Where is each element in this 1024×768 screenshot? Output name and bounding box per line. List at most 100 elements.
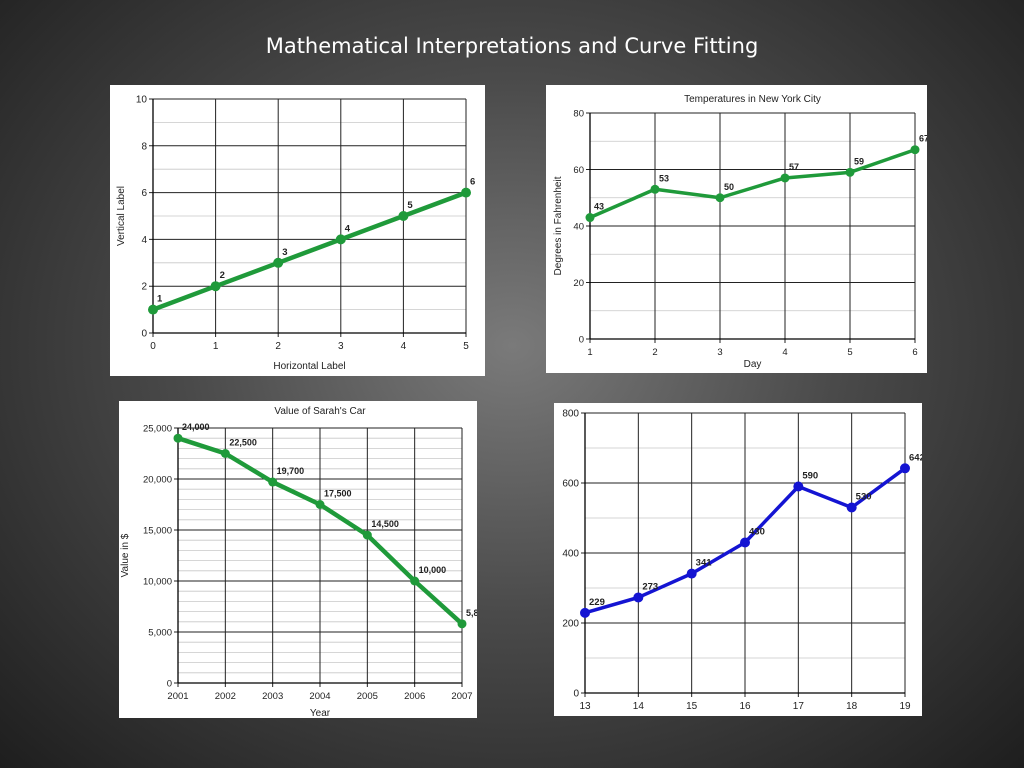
- data-point: [220, 449, 230, 458]
- x-tick-label: 13: [579, 701, 591, 712]
- y-tick-label: 0: [579, 335, 584, 346]
- y-tick-label: 40: [573, 222, 584, 233]
- data-point: [650, 184, 660, 194]
- y-tick-label: 20: [573, 278, 584, 289]
- x-tick-label: 5: [463, 341, 469, 352]
- data-label: 67: [919, 134, 927, 144]
- data-label: 6: [470, 177, 475, 188]
- data-label: 17,500: [324, 489, 352, 499]
- y-tick-label: 2: [141, 282, 147, 293]
- data-point: [780, 173, 790, 183]
- chart-title: Temperatures in New York City: [684, 94, 821, 105]
- data-label: 430: [749, 527, 765, 538]
- data-point: [585, 213, 595, 223]
- data-label: 590: [802, 471, 818, 482]
- x-tick-label: 2005: [357, 691, 378, 702]
- y-tick-label: 800: [562, 409, 579, 420]
- data-label: 24,000: [182, 422, 210, 432]
- data-label: 273: [642, 581, 658, 592]
- data-point: [580, 607, 590, 618]
- data-label: 341: [696, 558, 713, 569]
- data-label: 5: [407, 200, 413, 211]
- y-tick-label: 400: [562, 549, 579, 560]
- x-tick-label: 16: [739, 701, 751, 712]
- x-tick-label: 17: [793, 701, 805, 712]
- data-point: [210, 281, 221, 292]
- x-tick-label: 2: [652, 347, 657, 358]
- data-label: 642: [909, 452, 922, 463]
- x-tick-label: 0: [150, 341, 156, 352]
- y-tick-label: 60: [573, 165, 584, 176]
- data-label: 530: [856, 492, 872, 503]
- x-axis-label: Day: [744, 359, 762, 370]
- data-label: 3: [282, 247, 287, 258]
- x-tick-label: 2: [275, 341, 281, 352]
- y-tick-label: 25,000: [143, 424, 172, 435]
- x-tick-label: 19: [899, 701, 911, 712]
- chart-blue-series: 0 200 400 600 800 13 14 15 16 17 18 19 229 273 341 430 5…: [562, 409, 922, 713]
- data-point: [148, 304, 158, 315]
- x-tick-label: 2006: [404, 691, 425, 702]
- x-tick-label: 2007: [451, 691, 472, 702]
- series-line: [152, 190, 467, 312]
- chart-title: Value of Sarah's Car: [274, 406, 366, 417]
- y-tick-label: 15,000: [143, 526, 172, 537]
- data-label: 50: [724, 182, 734, 192]
- chart-temperatures: 0 20 40 60 80 1 2 3 4 5 6 Temperatures in New York …: [553, 94, 927, 370]
- x-axis-label: Year: [310, 708, 331, 718]
- data-point: [173, 433, 183, 443]
- y-tick-label: 0: [167, 679, 172, 690]
- data-point: [910, 145, 920, 155]
- x-tick-label: 4: [401, 341, 407, 352]
- x-tick-label: 2001: [167, 691, 188, 702]
- data-point: [846, 502, 857, 513]
- data-point: [268, 477, 278, 487]
- slide-title: Mathematical Interpretations and Curve F…: [265, 34, 759, 58]
- y-tick-label: 10: [136, 95, 148, 106]
- data-label: 59: [854, 156, 864, 166]
- data-label: 57: [789, 162, 799, 172]
- data-label: 2: [220, 270, 225, 281]
- data-label: 10,000: [419, 565, 447, 575]
- y-axis-label: Value in $: [120, 533, 131, 577]
- y-tick-label: 600: [562, 479, 579, 490]
- y-tick-label: 80: [573, 109, 584, 120]
- data-point: [398, 211, 409, 221]
- data-point: [315, 500, 325, 509]
- data-point: [686, 568, 697, 579]
- x-tick-label: 15: [686, 701, 698, 712]
- x-tick-label: 2003: [262, 691, 283, 702]
- data-point: [461, 187, 471, 198]
- x-tick-label: 2002: [215, 691, 236, 702]
- y-tick-label: 6: [141, 188, 147, 199]
- y-tick-label: 0: [141, 329, 147, 340]
- data-point: [410, 576, 420, 586]
- chart-panel-blue-series: 0 200 400 600 800 13 14 15 16 17 18 19 229 273 341 430 5…: [554, 403, 922, 716]
- data-point: [457, 619, 467, 629]
- chart-car-value: 0 5,000 10,000 15,000 20,000 25,000 2001 2002 20…: [120, 406, 477, 718]
- chart-panel-temperatures: 0 20 40 60 80 1 2 3 4 5 6 Temperatures in New York …: [546, 85, 927, 373]
- data-label: 53: [659, 173, 669, 183]
- y-tick-label: 20,000: [143, 475, 172, 486]
- data-point: [362, 530, 372, 540]
- y-tick-label: 4: [141, 235, 147, 246]
- x-axis-label: Horizontal Label: [273, 361, 345, 372]
- data-label: 14,500: [371, 519, 399, 529]
- data-point: [793, 481, 804, 492]
- x-tick-label: 1: [213, 341, 219, 352]
- y-tick-label: 200: [562, 619, 579, 630]
- data-point: [715, 193, 725, 203]
- x-tick-label: 2004: [309, 691, 330, 702]
- data-label: 1: [157, 294, 163, 305]
- data-label: 4: [345, 223, 351, 234]
- x-tick-label: 1: [587, 347, 592, 358]
- x-tick-label: 3: [338, 341, 344, 352]
- data-point: [900, 463, 910, 474]
- x-tick-label: 5: [847, 347, 852, 358]
- y-tick-label: 5,000: [148, 628, 172, 639]
- chart-panel-linear: 0 2 4 6 8 10 0 1 2 3 4 5 Horizontal Label Vertical La…: [110, 85, 485, 376]
- y-tick-label: 0: [573, 689, 579, 700]
- y-axis-label: Vertical Label: [116, 186, 127, 246]
- data-point: [633, 592, 644, 603]
